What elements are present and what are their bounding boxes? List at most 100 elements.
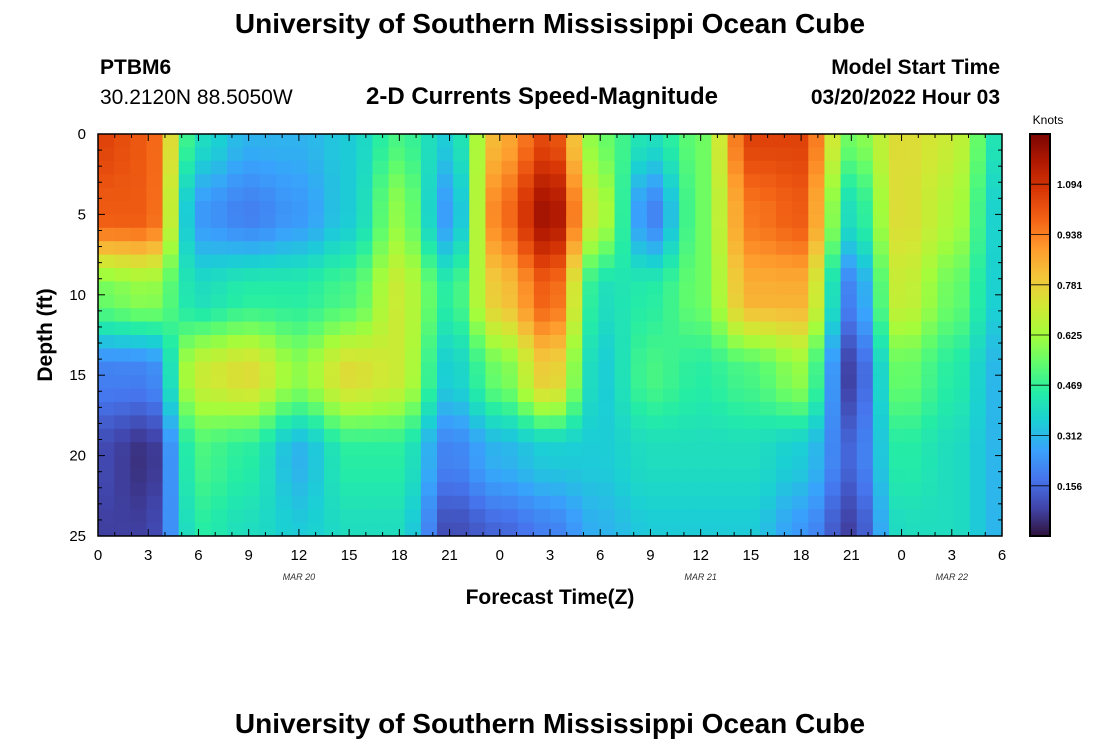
heatmap-cell bbox=[146, 388, 164, 403]
heatmap-cell bbox=[501, 388, 519, 403]
heatmap-cell bbox=[711, 455, 729, 470]
heatmap-cell bbox=[324, 428, 341, 443]
heatmap-cell bbox=[98, 147, 115, 162]
heatmap-cell bbox=[227, 187, 244, 202]
heatmap-cell bbox=[663, 509, 680, 524]
heatmap-cell bbox=[727, 281, 745, 296]
heatmap-cell bbox=[711, 187, 729, 202]
heatmap-cell bbox=[663, 442, 680, 457]
heatmap-cell bbox=[759, 214, 777, 229]
heatmap-cell bbox=[872, 469, 890, 483]
heatmap-cell bbox=[162, 388, 180, 403]
heatmap-cell bbox=[469, 147, 487, 162]
heatmap-cell bbox=[872, 442, 890, 457]
heatmap-cell bbox=[792, 281, 809, 296]
heatmap-cell bbox=[130, 268, 148, 282]
heatmap-cell bbox=[905, 241, 922, 256]
heatmap-cell bbox=[953, 361, 971, 376]
heatmap-cell bbox=[114, 482, 131, 497]
heatmap-cell bbox=[275, 469, 293, 483]
heatmap-cell bbox=[711, 348, 729, 363]
heatmap-cell bbox=[630, 375, 648, 390]
heatmap-cell bbox=[953, 321, 971, 336]
heatmap-cell bbox=[550, 482, 567, 497]
heatmap-cell bbox=[211, 281, 228, 296]
x-tick-label: 18 bbox=[793, 547, 810, 564]
heatmap-cell bbox=[307, 428, 325, 443]
heatmap-cell bbox=[485, 415, 503, 430]
heatmap-cell bbox=[130, 308, 148, 323]
heatmap-cell bbox=[840, 348, 858, 363]
heatmap-cell bbox=[146, 241, 164, 256]
heatmap-cell bbox=[404, 335, 422, 349]
heatmap-cell bbox=[259, 509, 277, 524]
heatmap-cell bbox=[420, 348, 438, 363]
heatmap-cell bbox=[695, 268, 713, 282]
heatmap-cell bbox=[340, 522, 357, 536]
heatmap-cell bbox=[840, 375, 858, 390]
heatmap-cell bbox=[985, 321, 1002, 336]
heatmap-cell bbox=[646, 268, 664, 282]
heatmap-cell bbox=[953, 254, 971, 269]
heatmap-cell bbox=[146, 134, 164, 148]
heatmap-cell bbox=[404, 482, 422, 497]
heatmap-cell bbox=[211, 348, 228, 363]
heatmap-cell bbox=[824, 294, 842, 309]
heatmap-cell bbox=[856, 281, 874, 296]
heatmap-cell bbox=[98, 495, 115, 510]
x-tick-label: 3 bbox=[948, 547, 956, 564]
heatmap-cell bbox=[614, 335, 632, 349]
heatmap-cell bbox=[550, 201, 567, 215]
heatmap-cell bbox=[291, 160, 309, 175]
heatmap-cell bbox=[598, 348, 616, 363]
heatmap-cell bbox=[743, 335, 761, 349]
heatmap-cell bbox=[792, 469, 809, 483]
heatmap-cell bbox=[808, 187, 826, 202]
heatmap-cell bbox=[420, 294, 438, 309]
heatmap-cell bbox=[404, 174, 422, 189]
heatmap-cell bbox=[324, 227, 341, 242]
heatmap-cell bbox=[889, 294, 906, 309]
heatmap-cell bbox=[969, 160, 987, 175]
heatmap-cell bbox=[275, 214, 293, 229]
heatmap-cell bbox=[243, 227, 261, 242]
heatmap-cell bbox=[517, 428, 535, 443]
heatmap-cell bbox=[420, 254, 438, 269]
heatmap-cell bbox=[582, 415, 600, 430]
heatmap-cell bbox=[937, 455, 955, 470]
heatmap-cell bbox=[453, 415, 470, 430]
heatmap-cell bbox=[808, 455, 826, 470]
heatmap-cell bbox=[517, 509, 535, 524]
heatmap-cell bbox=[614, 469, 632, 483]
heatmap-cell bbox=[824, 227, 842, 242]
heatmap-cell bbox=[856, 254, 874, 269]
heatmap-cell bbox=[937, 174, 955, 189]
heatmap-cell bbox=[582, 428, 600, 443]
heatmap-cell bbox=[985, 241, 1002, 256]
heatmap-cell bbox=[211, 254, 228, 269]
heatmap-cell bbox=[937, 134, 955, 148]
heatmap-cell bbox=[130, 321, 148, 336]
heatmap-cell bbox=[388, 227, 406, 242]
heatmap-cell bbox=[792, 335, 809, 349]
heatmap-cell bbox=[840, 495, 858, 510]
heatmap-cell bbox=[889, 335, 906, 349]
heatmap-cell bbox=[130, 174, 148, 189]
heatmap-cell bbox=[953, 415, 971, 430]
heatmap-cell bbox=[679, 294, 696, 309]
heatmap-cell bbox=[808, 495, 826, 510]
heatmap-cell bbox=[808, 294, 826, 309]
heatmap-cell bbox=[985, 402, 1002, 416]
heatmap-cell bbox=[388, 428, 406, 443]
heatmap-cell bbox=[340, 335, 357, 349]
heatmap-cell bbox=[372, 509, 390, 524]
heatmap-cell bbox=[759, 335, 777, 349]
heatmap-cell bbox=[453, 482, 470, 497]
heatmap-cell bbox=[646, 522, 664, 536]
heatmap-cell bbox=[792, 388, 809, 403]
heatmap-cell bbox=[307, 335, 325, 349]
heatmap-cell bbox=[582, 469, 600, 483]
heatmap-cell bbox=[953, 294, 971, 309]
heatmap-cell bbox=[453, 160, 470, 175]
